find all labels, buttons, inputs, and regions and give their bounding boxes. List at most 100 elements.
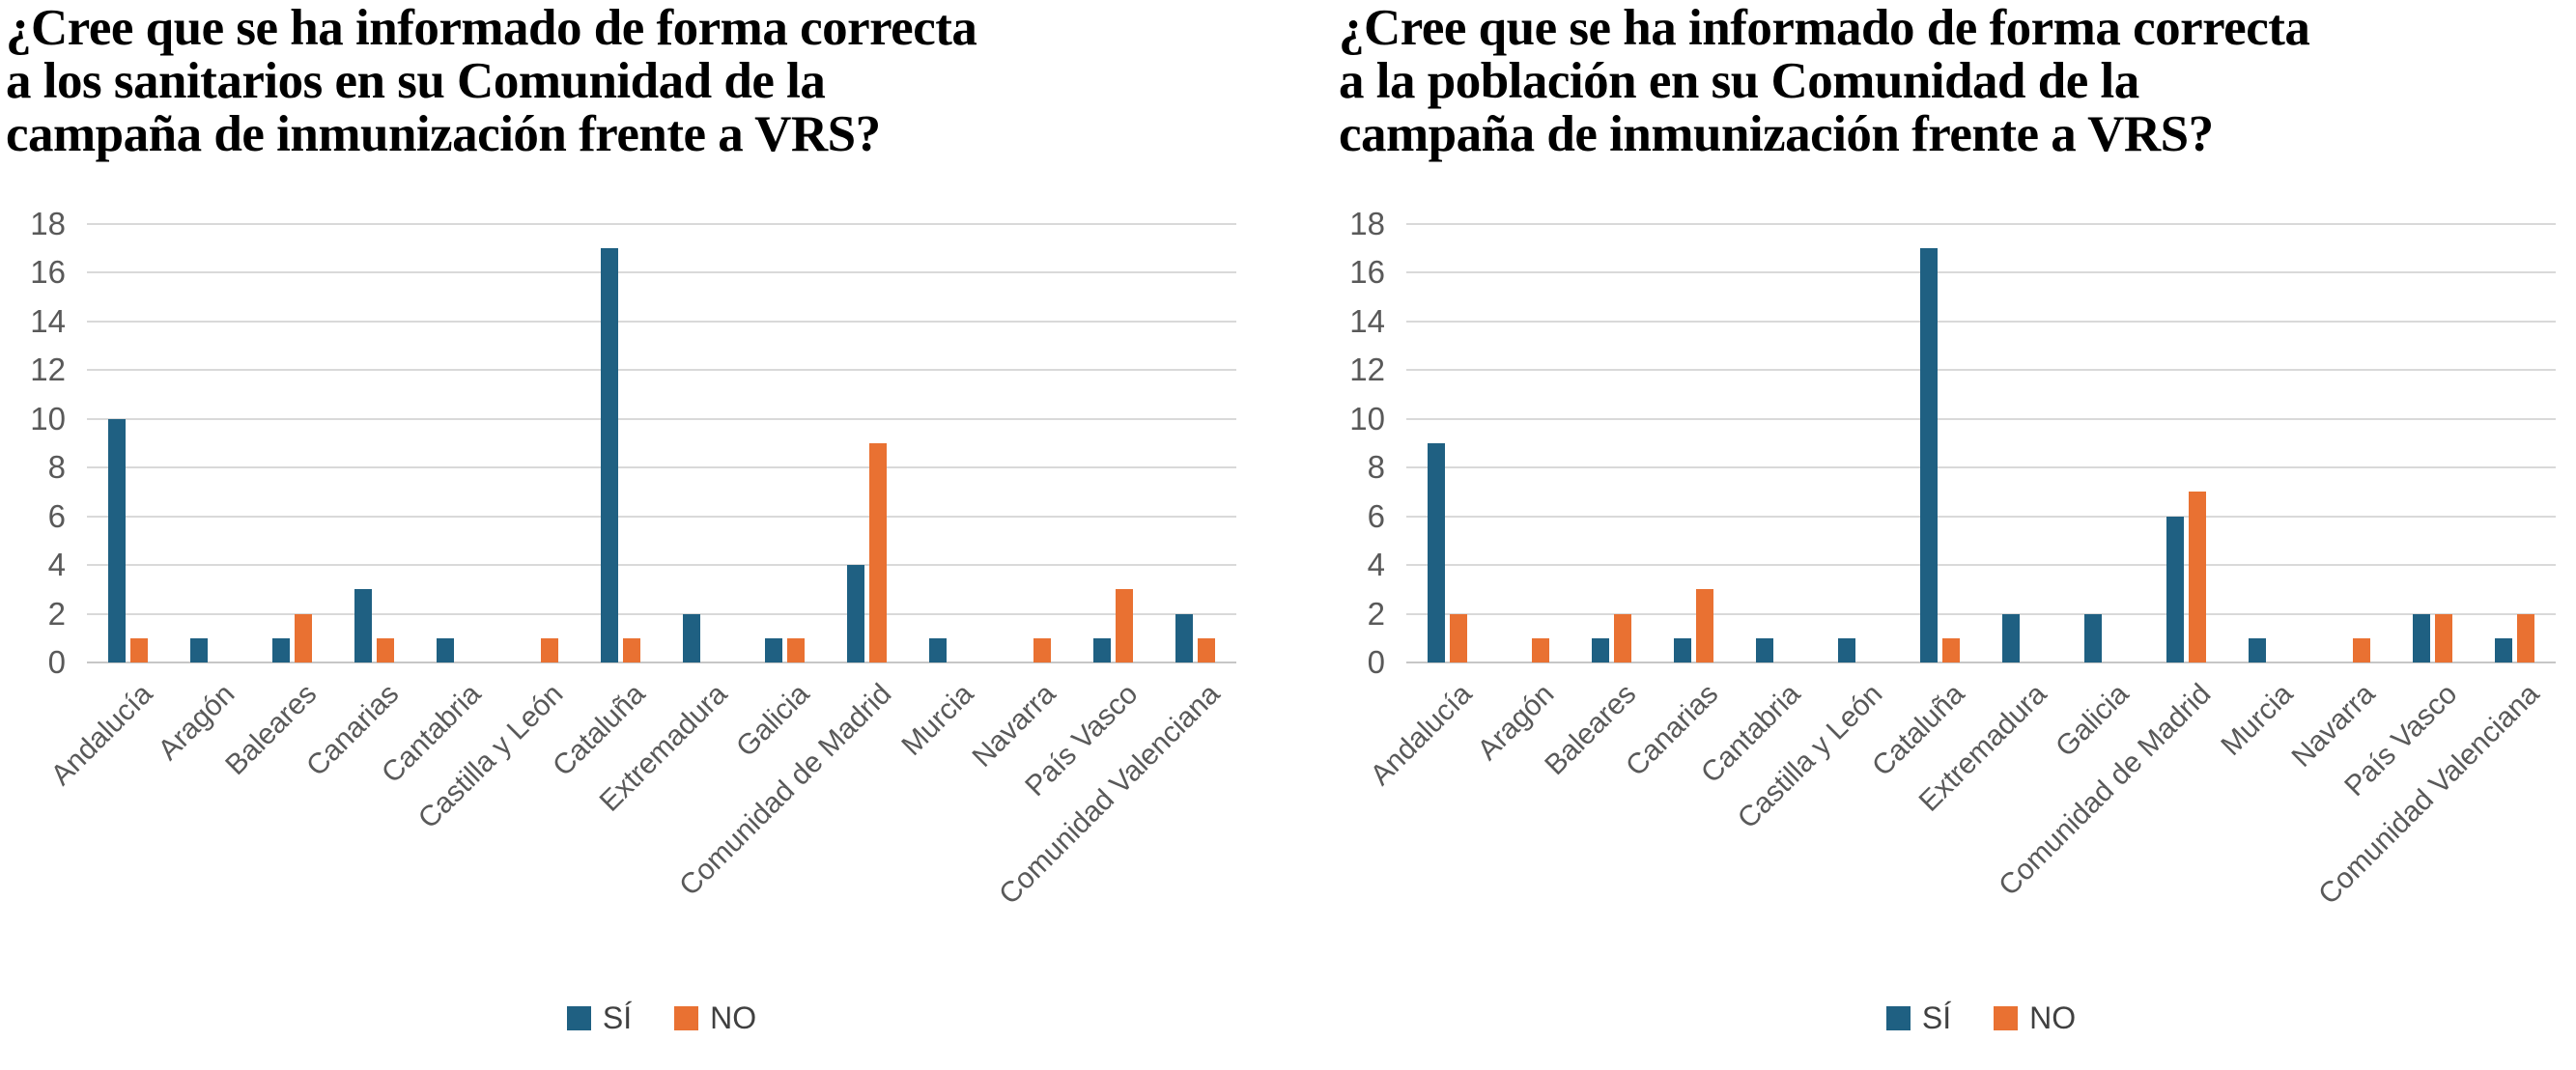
y-axis-tick-label-16: 16 — [1349, 254, 1385, 291]
bar-sí-galicia — [2084, 613, 2102, 662]
legend-swatch-si-icon — [1885, 1006, 1911, 1030]
gridline-y-16 — [87, 271, 1236, 274]
y-axis-tick-label-4: 4 — [1367, 547, 1385, 583]
bar-no-andalucía — [1450, 613, 1467, 662]
bar-sí-murcia — [929, 637, 947, 662]
bar-sí-aragón — [190, 637, 208, 662]
y-axis-tick-label-2: 2 — [47, 595, 66, 632]
legend-swatch-no-icon — [674, 1006, 699, 1030]
gridline-y-14 — [87, 320, 1236, 323]
bar-no-comunidad-valenciana — [1198, 637, 1215, 662]
bar-no-navarra — [1033, 637, 1051, 662]
gridline-y-0 — [1406, 662, 2556, 663]
bar-no-aragón — [1532, 637, 1549, 662]
bar-sí-cantabria — [1756, 637, 1773, 662]
legend-sanitarios: SÍ NO — [87, 1000, 1236, 1036]
bar-sí-galicia — [765, 637, 782, 662]
gridline-y-6 — [1406, 515, 2556, 518]
bar-sí-comunidad-de-madrid — [847, 565, 864, 662]
gridline-y-18 — [1406, 223, 2556, 225]
bar-no-cataluña — [623, 637, 640, 662]
y-axis-tick-label-0: 0 — [1367, 644, 1385, 680]
y-axis-tick-label-0: 0 — [47, 644, 66, 680]
y-axis-tick-label-18: 18 — [30, 206, 66, 241]
gridline-y-10 — [1406, 417, 2556, 420]
bar-sí-andalucía — [1428, 443, 1445, 662]
legend-swatch-no-icon — [1994, 1006, 2019, 1030]
gridline-y-6 — [87, 515, 1236, 518]
bar-no-castilla-y-león — [541, 637, 558, 662]
gridline-y-4 — [1406, 564, 2556, 567]
y-axis-tick-label-8: 8 — [47, 449, 66, 486]
legend-label-no: NO — [710, 1000, 757, 1035]
y-axis-tick-label-12: 12 — [30, 352, 66, 388]
plot-area-sanitarios: 0 2 4 6 8 10 12 14 16 18 Andalucía Aragón Baleares Ca… — [30, 207, 1236, 911]
x-axis-category-label-castilla-y-león: Castilla y León — [411, 678, 569, 835]
bar-no-país-vasco — [1116, 589, 1133, 662]
y-axis-tick-label-10: 10 — [30, 400, 66, 436]
bar-sí-extremadura — [2002, 613, 2020, 662]
legend-label-si: SÍ — [1921, 1000, 1952, 1035]
bar-sí-extremadura — [683, 613, 700, 662]
gridline-y-2 — [87, 612, 1236, 615]
y-axis-tick-label-18: 18 — [1349, 206, 1385, 241]
gridline-y-2 — [1406, 612, 2556, 615]
bar-sí-comunidad-valenciana — [1175, 613, 1193, 662]
y-axis-tick-label-14: 14 — [30, 302, 66, 339]
gridline-y-16 — [1406, 271, 2556, 274]
legend-poblacion: SÍ NO — [1406, 1000, 2556, 1036]
bar-no-andalucía — [130, 637, 148, 662]
gridline-y-8 — [1406, 466, 2556, 469]
bar-no-cataluña — [1942, 637, 1960, 662]
gridline-y-0 — [87, 662, 1236, 663]
chart-title-sanitarios: ¿Cree que se ha informado de forma corre… — [6, 0, 977, 163]
bar-sí-cataluña — [1920, 248, 1938, 662]
x-axis-category-label-andalucía: Andalucía — [1364, 678, 1478, 792]
bar-sí-país-vasco — [1093, 637, 1111, 662]
gridline-y-14 — [1406, 320, 2556, 323]
bar-no-baleares — [295, 613, 312, 662]
bar-sí-país-vasco — [2413, 613, 2430, 662]
bar-sí-canarias — [1674, 637, 1691, 662]
bar-sí-andalucía — [108, 418, 126, 662]
bar-sí-cataluña — [601, 248, 618, 662]
bar-no-galicia — [787, 637, 805, 662]
bar-no-comunidad-de-madrid — [2189, 492, 2206, 662]
bar-sí-canarias — [354, 589, 372, 662]
gridline-y-4 — [87, 564, 1236, 567]
chart-title-poblacion: ¿Cree que se ha informado de forma corre… — [1339, 0, 2310, 163]
legend-item-no: NO — [674, 1000, 756, 1036]
bar-no-comunidad-valenciana — [2517, 613, 2534, 662]
y-axis-tick-label-6: 6 — [47, 497, 66, 534]
legend-swatch-si-icon — [566, 1006, 591, 1030]
y-axis-tick-label-2: 2 — [1367, 595, 1385, 632]
legend-label-si: SÍ — [602, 1000, 633, 1035]
bar-sí-murcia — [2249, 637, 2266, 662]
bar-sí-castilla-y-león — [1838, 637, 1855, 662]
bar-no-navarra — [2353, 637, 2370, 662]
gridline-y-18 — [87, 223, 1236, 225]
bar-sí-baleares — [272, 637, 290, 662]
y-axis-tick-label-14: 14 — [1349, 302, 1385, 339]
bar-no-comunidad-de-madrid — [869, 443, 887, 662]
bar-no-país-vasco — [2435, 613, 2452, 662]
gridline-y-8 — [87, 466, 1236, 469]
y-axis-tick-label-12: 12 — [1349, 352, 1385, 388]
y-axis-tick-label-10: 10 — [1349, 400, 1385, 436]
y-axis-tick-label-16: 16 — [30, 254, 66, 291]
bar-no-baleares — [1614, 613, 1631, 662]
y-axis-tick-label-6: 6 — [1367, 497, 1385, 534]
legend-item-no: NO — [1994, 1000, 2076, 1036]
legend-item-si: SÍ — [566, 1000, 633, 1036]
plot-area-poblacion: 0 2 4 6 8 10 12 14 16 18 Andalucía Aragón Baleares Ca… — [1349, 207, 2556, 911]
gridline-y-12 — [1406, 369, 2556, 372]
gridline-y-12 — [87, 369, 1236, 372]
bar-sí-cantabria — [437, 637, 454, 662]
chart-panel-sanitarios: ¿Cree que se ha informado de forma corre… — [6, 0, 1236, 1036]
bar-sí-comunidad-de-madrid — [2166, 516, 2184, 662]
bar-sí-baleares — [1592, 637, 1609, 662]
chart-panel-poblacion: ¿Cree que se ha informado de forma corre… — [1288, 0, 2576, 1070]
x-axis-category-label-castilla-y-león: Castilla y León — [1731, 678, 1888, 835]
bar-no-canarias — [377, 637, 394, 662]
